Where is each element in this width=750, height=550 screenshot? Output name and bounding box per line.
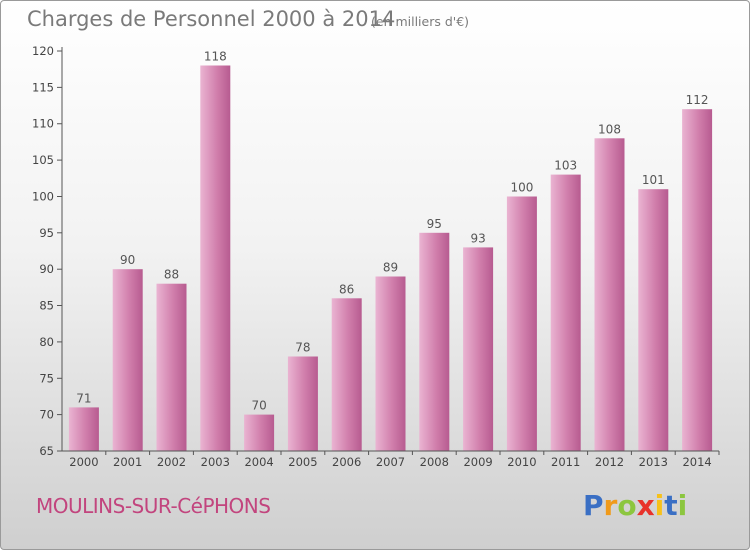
data-label-2006: 86	[339, 282, 354, 296]
bar-2012	[594, 138, 625, 452]
y-tick-label-85: 85	[39, 299, 54, 313]
bar-2004	[244, 414, 275, 451]
chart-subtitle: (en milliers d'€)	[371, 14, 470, 29]
y-tick-label-115: 115	[32, 80, 54, 94]
data-label-2008: 95	[427, 217, 442, 231]
chart-title: Charges de Personnel 2000 à 2014	[27, 7, 396, 31]
y-tick-label-110: 110	[32, 117, 54, 131]
y-tick-label-105: 105	[32, 153, 54, 167]
bar-2006	[331, 298, 362, 451]
data-label-2005: 78	[295, 341, 310, 355]
data-label-2011: 103	[554, 159, 577, 173]
bar-2002	[156, 283, 187, 451]
bar-2011	[550, 174, 581, 451]
data-label-2001: 90	[120, 253, 135, 267]
y-tick-label-95: 95	[39, 226, 54, 240]
y-tick-label-80: 80	[39, 335, 54, 349]
logo-letter: r	[603, 489, 618, 522]
logo-letter: i	[654, 489, 665, 522]
data-label-2013: 101	[642, 173, 665, 187]
x-tick-label-2005: 2005	[288, 455, 317, 469]
x-tick-label-2010: 2010	[507, 455, 536, 469]
x-tick-label-2001: 2001	[113, 455, 142, 469]
data-label-2009: 93	[470, 231, 485, 245]
data-label-2004: 70	[251, 399, 266, 413]
data-label-2010: 100	[510, 181, 533, 195]
y-tick-label-65: 65	[39, 444, 54, 458]
logo-letter: x	[636, 489, 655, 522]
x-tick-label-2007: 2007	[376, 455, 405, 469]
y-tick-label-90: 90	[39, 262, 54, 276]
logo-letter: i	[677, 489, 688, 522]
bar-2007	[375, 276, 406, 451]
x-tick-label-2014: 2014	[682, 455, 711, 469]
bar-2005	[287, 356, 318, 451]
data-label-2014: 112	[686, 93, 709, 107]
data-label-2002: 88	[164, 268, 179, 282]
bar-2008	[419, 232, 450, 451]
y-tick-label-75: 75	[39, 371, 54, 385]
x-tick-label-2012: 2012	[595, 455, 624, 469]
x-tick-label-2000: 2000	[69, 455, 98, 469]
x-tick-label-2002: 2002	[157, 455, 186, 469]
x-tick-label-2008: 2008	[420, 455, 449, 469]
logo-letter: o	[617, 489, 637, 522]
bar-2013	[638, 189, 669, 451]
x-tick-label-2006: 2006	[332, 455, 361, 469]
bar-2000	[68, 407, 99, 451]
bar-2009	[463, 247, 494, 451]
data-label-2003: 118	[204, 50, 227, 64]
y-tick-label-100: 100	[32, 190, 54, 204]
x-tick-label-2003: 2003	[201, 455, 230, 469]
town-name: MOULINS-SUR-CéPHONS	[36, 494, 271, 518]
logo-letter: t	[664, 489, 678, 522]
bar-2003	[200, 65, 231, 451]
data-label-2007: 89	[383, 261, 398, 275]
x-tick-label-2011: 2011	[551, 455, 580, 469]
x-tick-label-2013: 2013	[639, 455, 668, 469]
data-label-2012: 108	[598, 122, 621, 136]
bar-2010	[506, 196, 537, 451]
proxiti-logo: Proxiti	[583, 489, 687, 522]
x-tick-label-2009: 2009	[463, 455, 492, 469]
data-label-2000: 71	[76, 391, 91, 405]
bar-2014	[682, 109, 713, 451]
logo-letter: P	[583, 489, 604, 522]
bar-2001	[112, 269, 143, 451]
y-tick-label-120: 120	[32, 44, 54, 58]
y-tick-label-70: 70	[39, 408, 54, 422]
x-tick-label-2004: 2004	[244, 455, 273, 469]
